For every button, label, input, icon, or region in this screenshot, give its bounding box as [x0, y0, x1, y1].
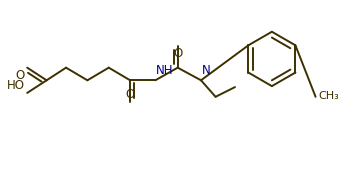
- Text: CH₃: CH₃: [318, 91, 339, 101]
- Text: HO: HO: [7, 79, 25, 92]
- Text: O: O: [125, 88, 135, 101]
- Text: N: N: [202, 64, 211, 77]
- Text: NH: NH: [156, 64, 174, 77]
- Text: O: O: [173, 47, 182, 60]
- Text: O: O: [15, 69, 24, 82]
